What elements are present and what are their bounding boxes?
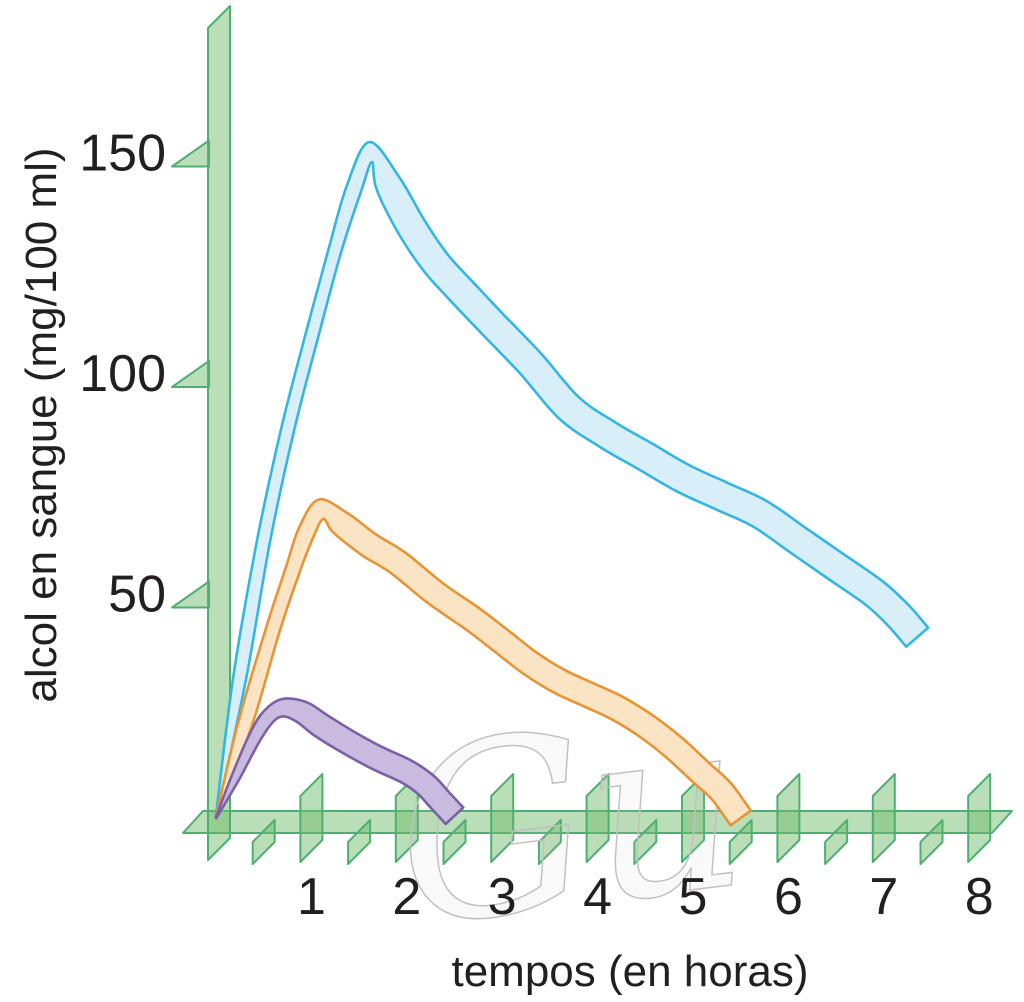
x-axis-band (182, 810, 1013, 834)
y-axis-title: alcol en sangue (mg/100 ml) (17, 147, 66, 702)
y-tick-flag (171, 580, 210, 609)
x-minor-tick (728, 819, 753, 865)
x-axis-title: tempos (en horas) (451, 947, 808, 996)
x-major-tick (490, 773, 515, 863)
x-tick-label: 5 (679, 868, 708, 926)
x-minor-tick (537, 819, 562, 865)
x-tick-label: 1 (297, 868, 326, 926)
y-tick-label: 150 (79, 125, 166, 183)
tick-labels: 1 2 3 4 5 6 7 8 50 100 150 (79, 125, 993, 927)
watermark-text: Gu (381, 661, 759, 981)
x-minor-tick (824, 819, 849, 865)
x-minor-tick (633, 819, 658, 865)
x-tick-label: 8 (965, 868, 994, 926)
y-tick-flag (171, 360, 210, 388)
y-tick-flag (171, 139, 210, 168)
x-major-tick (967, 773, 992, 863)
watermark: Gu (380, 660, 759, 982)
y-tick-label: 50 (108, 566, 166, 624)
x-tick-label: 7 (869, 868, 898, 926)
x-tick-label: 2 (392, 868, 421, 926)
curves (214, 140, 930, 827)
curve-blue (214, 140, 930, 820)
x-major-tick (871, 773, 896, 863)
curve-orange (214, 497, 753, 827)
curve-purple (214, 697, 465, 826)
x-tick-label: 3 (488, 868, 517, 926)
axes-3d-green (171, 5, 1013, 865)
x-minor-tick (347, 819, 372, 865)
y-tick-label: 100 (79, 345, 166, 403)
x-tick-label: 6 (774, 868, 803, 926)
x-major-tick (299, 773, 324, 863)
x-major-tick (585, 773, 610, 863)
x-tick-label: 4 (583, 868, 612, 926)
x-minor-tick (442, 819, 467, 865)
x-minor-tick (251, 819, 276, 865)
y-axis-bar (207, 5, 231, 861)
x-major-tick (776, 773, 801, 863)
x-minor-tick (919, 819, 944, 865)
